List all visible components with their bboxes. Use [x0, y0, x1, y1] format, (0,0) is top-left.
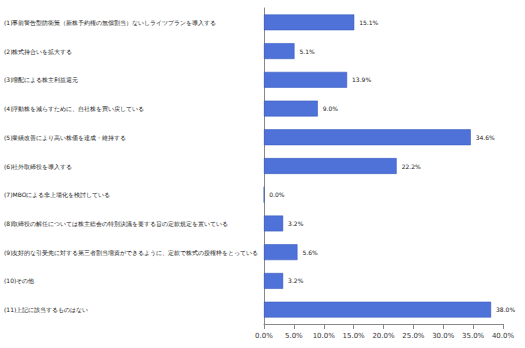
- svg-text:40.0%: 40.0%: [492, 332, 515, 340]
- svg-text:(4)浮動株を減らすために、自社株を買い戻している: (4)浮動株を減らすために、自社株を買い戻している: [4, 105, 145, 113]
- svg-text:10.0%: 10.0%: [313, 332, 336, 340]
- svg-text:0.0%: 0.0%: [255, 332, 273, 340]
- svg-text:25.0%: 25.0%: [402, 332, 425, 340]
- svg-text:(7)MBOによる非上場化を検討している: (7)MBOによる非上場化を検討している: [4, 191, 110, 198]
- svg-text:5.6%: 5.6%: [302, 249, 318, 256]
- svg-text:3.2%: 3.2%: [288, 220, 304, 227]
- svg-text:3.2%: 3.2%: [288, 277, 304, 284]
- svg-text:15.0%: 15.0%: [343, 332, 366, 340]
- svg-text:(3)増配による株主利益還元: (3)増配による株主利益還元: [4, 76, 79, 83]
- svg-text:(1)事前警告型防衛策（新株予約権の無償割当）ないしライツプ: (1)事前警告型防衛策（新株予約権の無償割当）ないしライツプランを導入する: [4, 19, 217, 27]
- svg-text:(8)取締役の解任については株主総会の特別決議を要する旨の定: (8)取締役の解任については株主総会の特別決議を要する旨の定款規定を置いている: [4, 220, 229, 228]
- svg-text:30.0%: 30.0%: [432, 332, 455, 340]
- svg-text:(6)社外取締役を導入する: (6)社外取締役を導入する: [4, 163, 73, 171]
- svg-text:22.2%: 22.2%: [402, 163, 421, 170]
- svg-text:20.0%: 20.0%: [372, 332, 395, 340]
- svg-text:(9)友好的な引受先に対する第三者割当増資ができるように、定: (9)友好的な引受先に対する第三者割当増資ができるように、定款で株式の授権枠をと…: [4, 249, 259, 257]
- svg-text:(2)株式持合いを拡大する: (2)株式持合いを拡大する: [4, 48, 73, 56]
- svg-text:9.0%: 9.0%: [323, 105, 339, 112]
- svg-text:15.1%: 15.1%: [359, 19, 378, 26]
- svg-text:5.0%: 5.0%: [285, 332, 303, 340]
- svg-text:5.1%: 5.1%: [299, 48, 315, 55]
- svg-text:(5)業績改善により高い株価を達成・維持する: (5)業績改善により高い株価を達成・維持する: [4, 134, 127, 142]
- svg-text:0.0%: 0.0%: [269, 191, 285, 198]
- svg-text:13.9%: 13.9%: [352, 76, 371, 83]
- svg-text:38.0%: 38.0%: [496, 306, 515, 313]
- svg-text:(11)上記に該当するものはない: (11)上記に該当するものはない: [4, 306, 88, 314]
- svg-text:34.6%: 34.6%: [476, 134, 495, 141]
- svg-text:(10)その他: (10)その他: [4, 277, 34, 285]
- svg-text:35.0%: 35.0%: [462, 332, 485, 340]
